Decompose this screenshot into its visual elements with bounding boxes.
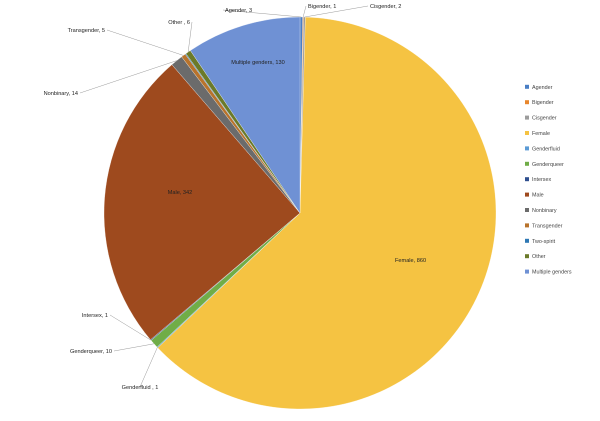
leader-line-agender	[222, 9, 302, 18]
legend-swatch-transgender	[525, 223, 529, 228]
leader-line-cisgender	[304, 5, 369, 18]
legend-swatch-agender	[525, 84, 529, 89]
data-label-other: Other , 6	[168, 20, 190, 26]
data-label-bigender: Bigender, 1	[308, 4, 336, 10]
data-label-genderqueer: Genderqueer, 10	[70, 349, 112, 355]
legend-entry-other: Other	[532, 254, 546, 260]
legend-entry-cisgender: Cisgender	[532, 116, 557, 122]
legend-entry-nonbinary: Nonbinary	[532, 208, 557, 214]
data-label-agender: Agender, 3	[225, 8, 252, 14]
leader-line-bigender	[302, 5, 307, 18]
legend-swatch-female	[525, 131, 529, 135]
legend-entry-male: Male	[532, 193, 544, 199]
legend-swatch-multiple-genders	[525, 269, 529, 274]
legend-swatch-cisgender	[525, 115, 529, 120]
data-label-nonbinary: Nonbinary, 14	[44, 91, 78, 97]
legend-swatch-bigender	[525, 100, 529, 105]
legend-swatch-nonbinary	[525, 208, 529, 212]
legend-swatch-intersex	[525, 177, 529, 182]
legend-entry-genderfluid: Genderfluid	[532, 146, 560, 152]
slice-female	[157, 16, 497, 410]
legend-entry-transgender: Transgender	[532, 223, 563, 229]
leader-line-genderqueer	[113, 343, 155, 352]
leader-line-transgender	[106, 29, 184, 56]
legend-entry-two-spirit: Two-spirit	[532, 239, 556, 245]
legend-entry-bigender: Bigender	[532, 100, 554, 106]
leader-lines	[79, 5, 369, 388]
legend-swatch-male	[525, 192, 529, 197]
legend-swatch-genderfluid	[525, 146, 529, 151]
legend-entry-multiple-genders: Multiple genders	[532, 270, 572, 276]
leader-line-other	[187, 21, 193, 53]
legend-swatch-genderqueer	[525, 161, 529, 166]
data-label-genderfluid: Genderfluid , 1	[122, 385, 159, 391]
pie-slices	[103, 16, 497, 410]
data-label-multiple-genders: Multiple genders, 130	[231, 60, 285, 66]
legend-entry-intersex: Intersex	[532, 177, 551, 183]
legend-swatch-two-spirit	[525, 238, 529, 243]
slice-multiple-genders	[190, 16, 301, 214]
leader-line-genderfluid	[139, 347, 158, 388]
data-labels: Agender, 3 Bigender, 1 Cisgender, 2 Female,…	[44, 4, 427, 391]
data-label-transgender: Transgender, 5	[68, 28, 105, 34]
legend: Agender Bigender Cisgender Female Genderflui…	[525, 84, 572, 276]
legend-entry-genderqueer: Genderqueer	[532, 162, 564, 168]
slice-male	[103, 64, 301, 340]
data-label-cisgender: Cisgender, 2	[370, 4, 401, 10]
legend-entry-female: Female	[532, 131, 550, 137]
data-label-male: Male, 342	[168, 190, 193, 196]
data-label-female: Female, 860	[395, 258, 426, 264]
legend-entry-agender: Agender	[532, 85, 553, 91]
data-label-intersex: Intersex, 1	[82, 313, 108, 319]
legend-swatch-other	[525, 254, 529, 259]
leader-line-nonbinary	[79, 60, 177, 94]
leader-line-intersex	[109, 314, 151, 341]
